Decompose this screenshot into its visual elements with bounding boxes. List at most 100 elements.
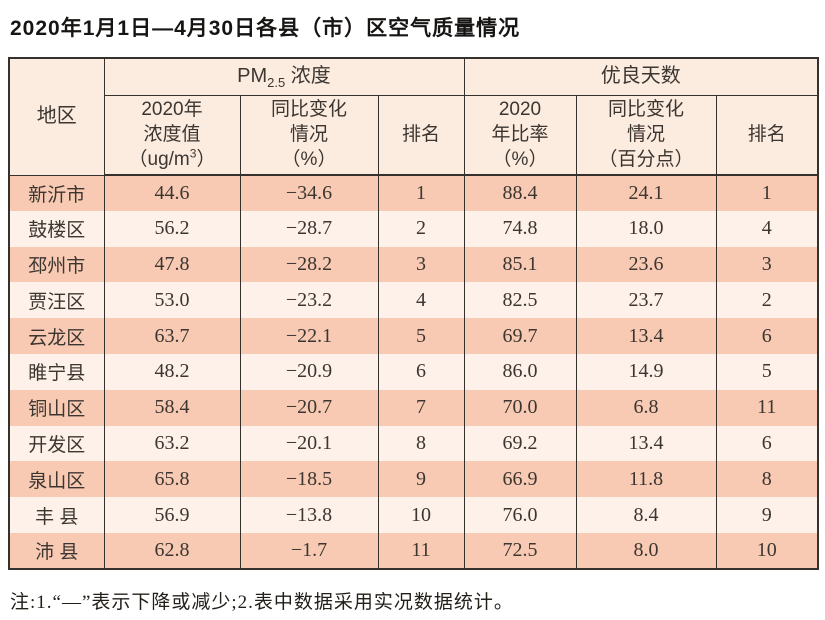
column-header-pm-value: 2020年 浓度值 （ug/m3） xyxy=(103,95,240,176)
header-group-row: 地区 PM2.5 浓度 优良天数 xyxy=(8,58,819,176)
header-line: 2020 xyxy=(498,99,542,121)
region-cell: 邳州市 xyxy=(8,246,104,283)
table-row: 新沂市 44.6 −34.6 1 88.4 24.1 1 xyxy=(8,175,819,211)
column-group-pm25: PM2.5 浓度 xyxy=(103,58,464,96)
unit-text: ） xyxy=(196,149,216,171)
good-rate-cell: 72.5 xyxy=(463,532,576,569)
unit-text: （ug/m xyxy=(128,149,190,171)
region-cell: 鼓楼区 xyxy=(8,210,104,247)
table-row: 云龙区 63.7 −22.1 5 69.7 13.4 6 xyxy=(8,318,819,354)
good-rate-cell: 86.0 xyxy=(463,353,576,390)
pm-change-cell: −28.2 xyxy=(239,246,378,283)
good-change-cell: 11.8 xyxy=(575,461,716,498)
table-row: 泉山区 65.8 −18.5 9 66.9 11.8 8 xyxy=(8,461,819,498)
header-line: 浓度值 xyxy=(143,124,201,146)
region-cell: 泉山区 xyxy=(8,461,104,498)
table-header: 地区 PM2.5 浓度 优良天数 2020年 浓度值 （ug/m3） 同比变化 … xyxy=(8,58,819,176)
pm-change-cell: −18.5 xyxy=(239,461,378,498)
good-rate-cell: 66.9 xyxy=(463,461,576,498)
good-rate-cell: 74.8 xyxy=(463,210,576,247)
pm-rank-cell: 8 xyxy=(377,425,464,462)
header-sub-row: 2020年 浓度值 （ug/m3） 同比变化 情况 （%） 排名 2020 年比… xyxy=(9,95,819,176)
table-row: 铜山区 58.4 −20.7 7 70.0 6.8 11 xyxy=(8,389,819,426)
header-line: （百分点） xyxy=(598,149,694,171)
good-change-cell: 18.0 xyxy=(575,210,716,247)
good-rank-cell: 1 xyxy=(715,175,819,211)
good-change-cell: 13.4 xyxy=(575,425,716,462)
table-row: 贾汪区 53.0 −23.2 4 82.5 23.7 2 xyxy=(8,282,819,319)
pm-change-cell: −20.9 xyxy=(239,353,378,390)
pm-change-cell: −1.7 xyxy=(239,532,378,569)
column-header-pm-change: 同比变化 情况 （%） xyxy=(239,95,378,176)
table-row: 睢宁县 48.2 −20.9 6 86.0 14.9 5 xyxy=(8,353,819,390)
table-row: 开发区 63.2 −20.1 8 69.2 13.4 6 xyxy=(8,425,819,462)
good-change-cell: 6.8 xyxy=(575,389,716,426)
pm-value-cell: 48.2 xyxy=(103,353,240,390)
good-rank-cell: 6 xyxy=(715,318,819,354)
good-change-cell: 13.4 xyxy=(575,318,716,354)
region-cell: 铜山区 xyxy=(8,389,104,426)
good-rate-cell: 70.0 xyxy=(463,389,576,426)
header-line: 年比率 xyxy=(491,124,549,146)
header-line: 同比变化 xyxy=(270,99,347,121)
header-line: 情况 xyxy=(626,124,665,146)
header-line: 2020年 xyxy=(141,99,203,121)
header-line: （%） xyxy=(492,149,548,171)
good-change-cell: 8.4 xyxy=(575,497,716,533)
pm-value-cell: 62.8 xyxy=(103,532,240,569)
region-cell: 开发区 xyxy=(8,425,104,462)
page-title: 2020年1月1日—4月30日各县（市）区空气质量情况 xyxy=(10,17,521,40)
header-line: （%） xyxy=(281,149,337,171)
good-change-cell: 23.6 xyxy=(575,246,716,283)
pm-rank-cell: 11 xyxy=(377,532,464,569)
pm25-label-suffix: 浓度 xyxy=(285,65,331,88)
pm-change-cell: −23.2 xyxy=(239,282,378,319)
pm25-label-prefix: PM xyxy=(237,65,268,88)
header-line: 同比变化 xyxy=(607,99,684,121)
good-rank-cell: 8 xyxy=(715,461,819,498)
region-cell: 新沂市 xyxy=(8,175,104,211)
good-rate-cell: 69.7 xyxy=(463,318,576,354)
table-row: 鼓楼区 56.2 −28.7 2 74.8 18.0 4 xyxy=(8,210,819,247)
good-rank-cell: 11 xyxy=(715,389,819,426)
good-rate-cell: 85.1 xyxy=(463,246,576,283)
pm-rank-cell: 9 xyxy=(377,461,464,498)
column-header-good-rank: 排名 xyxy=(715,95,819,176)
pm-change-cell: −34.6 xyxy=(239,175,378,211)
header-line: 情况 xyxy=(289,124,328,146)
good-change-cell: 8.0 xyxy=(575,532,716,569)
pm-change-cell: −13.8 xyxy=(239,497,378,533)
pm-change-cell: −28.7 xyxy=(239,210,378,247)
column-group-good-days: 优良天数 xyxy=(463,58,819,96)
good-rate-cell: 76.0 xyxy=(463,497,576,533)
good-rank-cell: 5 xyxy=(715,353,819,390)
table-row: 邳州市 47.8 −28.2 3 85.1 23.6 3 xyxy=(8,246,819,283)
pm-change-cell: −20.1 xyxy=(239,425,378,462)
column-header-good-rate: 2020 年比率 （%） xyxy=(463,95,576,176)
good-change-cell: 23.7 xyxy=(575,282,716,319)
pm-value-cell: 58.4 xyxy=(103,389,240,426)
region-cell: 云龙区 xyxy=(8,318,104,354)
pm-rank-cell: 7 xyxy=(377,389,464,426)
footnote: 注:1.“—”表示下降或减少;2.表中数据采用实况数据统计。 xyxy=(10,591,514,613)
pm-value-cell: 65.8 xyxy=(103,461,240,498)
pm-value-cell: 44.6 xyxy=(103,175,240,211)
pm-value-cell: 53.0 xyxy=(103,282,240,319)
table-body: 新沂市 44.6 −34.6 1 88.4 24.1 1 鼓楼区 56.2 −2… xyxy=(8,175,819,569)
column-header-good-change: 同比变化 情况 （百分点） xyxy=(575,95,716,176)
pm-rank-cell: 3 xyxy=(377,246,464,283)
pm-value-cell: 56.2 xyxy=(103,210,240,247)
pm-rank-cell: 4 xyxy=(377,282,464,319)
pm-value-cell: 63.2 xyxy=(103,425,240,462)
good-rate-cell: 69.2 xyxy=(463,425,576,462)
good-rate-cell: 88.4 xyxy=(463,175,576,211)
good-change-cell: 14.9 xyxy=(575,353,716,390)
unit-superscript: 3 xyxy=(189,146,197,161)
pm-value-cell: 63.7 xyxy=(103,318,240,354)
pm-change-cell: −20.7 xyxy=(239,389,378,426)
good-rank-cell: 9 xyxy=(715,497,819,533)
good-rank-cell: 10 xyxy=(715,532,819,569)
header-line: （ug/m3） xyxy=(105,147,240,172)
column-header-pm-rank: 排名 xyxy=(377,95,464,176)
